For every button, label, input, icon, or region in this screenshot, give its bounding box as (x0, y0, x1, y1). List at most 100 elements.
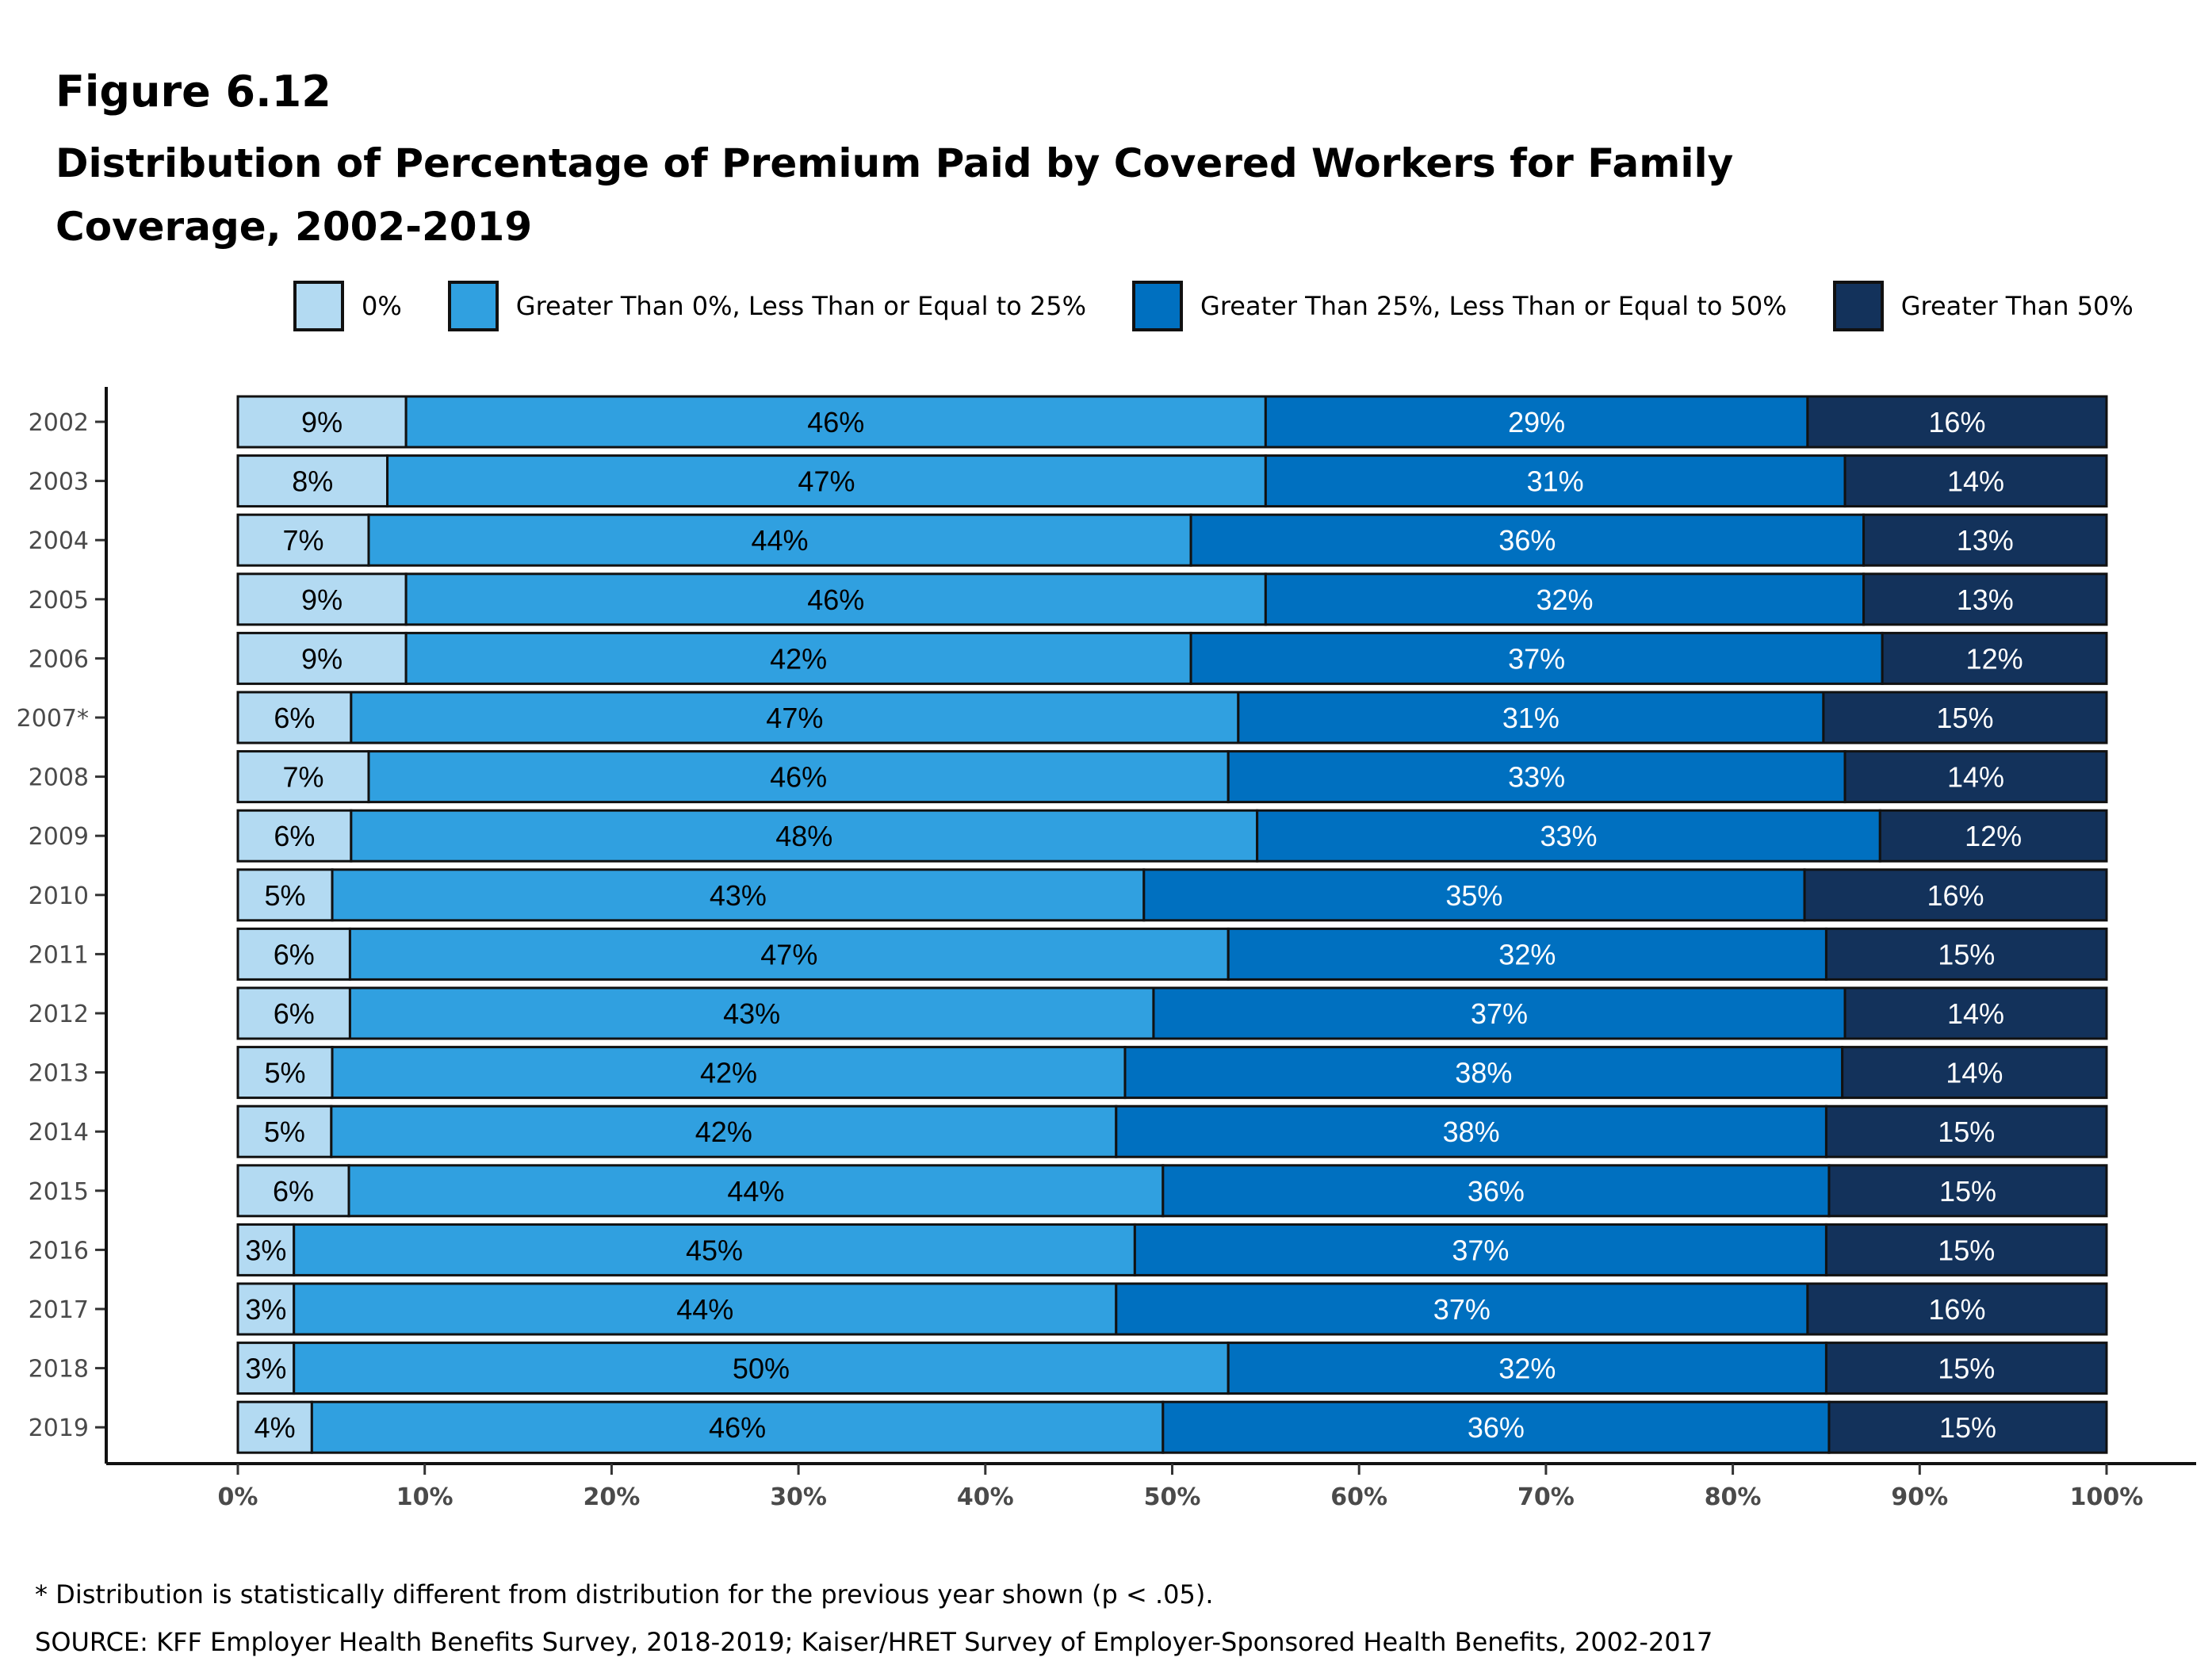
legend-swatch (1832, 281, 1884, 331)
y-tick-label: 2012 (29, 1001, 89, 1028)
bar-segment (1803, 868, 2108, 922)
bar-segment (1841, 1046, 2108, 1100)
bar-value-label: 47% (798, 465, 855, 498)
bar-value-label: 7% (282, 524, 323, 557)
bar-segment (1827, 1400, 2108, 1454)
bar-value-label: 37% (1471, 997, 1528, 1030)
x-tick-label: 80% (1705, 1483, 1762, 1511)
bar-segment (1142, 868, 1806, 922)
bar-segment (348, 927, 1230, 981)
bar-value-label: 32% (1536, 584, 1593, 616)
bar-segment (1881, 631, 2108, 685)
bar-segment (1824, 927, 2108, 981)
bar-segment (348, 986, 1155, 1040)
bar-value-label: 6% (274, 820, 315, 852)
y-tick-label: 2018 (29, 1356, 89, 1384)
y-tick-label: 2011 (29, 941, 89, 969)
bar-segment (293, 1282, 1118, 1336)
y-tick-label: 2008 (29, 764, 89, 792)
bar-value-label: 6% (273, 1175, 314, 1208)
bar-value-label: 37% (1452, 1234, 1509, 1266)
bar-value-label: 15% (1939, 1411, 1996, 1444)
figure-number: Figure 6.12 (55, 67, 331, 117)
bar-segment (1161, 1400, 1831, 1454)
bar-value-label: 36% (1468, 1411, 1525, 1444)
bar-segment (236, 927, 351, 981)
chart-title: Distribution of Percentage of Premium Pa… (55, 140, 1734, 250)
bar-segment (386, 454, 1267, 508)
bar-value-label: 33% (1540, 820, 1597, 852)
bar-value-label: 31% (1502, 702, 1559, 734)
bar-value-label: 12% (1966, 642, 2023, 675)
bar-value-label: 36% (1468, 1175, 1525, 1208)
x-tick-label: 10% (396, 1483, 453, 1511)
bar-value-label: 6% (274, 702, 315, 734)
bar-segment (347, 1164, 1165, 1218)
bar-value-label: 31% (1527, 465, 1584, 498)
bar-value-label: 35% (1445, 879, 1502, 912)
y-tick-label: 2014 (29, 1119, 89, 1146)
bar-segment (236, 631, 408, 685)
bar-value-label: 9% (301, 406, 343, 438)
x-tick-label: 50% (1144, 1483, 1201, 1511)
legend-item-25-50: Greater Than 25%, Less Than or Equal to … (1132, 281, 1787, 331)
footnote-source: SOURCE: KFF Employer Health Benefits Sur… (35, 1627, 1713, 1657)
bar-value-label: 9% (301, 642, 343, 675)
bar-value-label: 42% (700, 1057, 757, 1089)
bar-value-label: 15% (1938, 1234, 1995, 1266)
legend-swatch (293, 281, 344, 331)
x-tick-label: 30% (770, 1483, 827, 1511)
bar-segment (1843, 986, 2108, 1040)
bar-value-label: 15% (1938, 938, 1995, 970)
bar-segment (1152, 986, 1847, 1040)
bar-value-label: 4% (254, 1411, 296, 1444)
x-tick-label: 20% (583, 1483, 640, 1511)
bar-value-label: 3% (245, 1234, 286, 1266)
bar-value-label: 13% (1957, 524, 2014, 557)
bar-value-label: 6% (274, 997, 315, 1030)
bar-value-label: 15% (1938, 1116, 1995, 1148)
bar-segment (236, 1282, 296, 1336)
bar-value-label: 36% (1498, 524, 1556, 557)
bar-segment (1843, 454, 2108, 508)
legend-label: 0% (362, 291, 402, 321)
bar-value-label: 44% (751, 524, 808, 557)
bar-value-label: 43% (710, 879, 767, 912)
bar-segment (1806, 1282, 2108, 1336)
bar-value-label: 44% (727, 1175, 784, 1208)
y-tick-label: 2019 (29, 1414, 89, 1442)
bar-segment (1822, 691, 2108, 744)
legend-label: Greater Than 25%, Less Than or Equal to … (1200, 291, 1787, 321)
bar-segment (367, 513, 1192, 567)
bar-segment (1843, 750, 2108, 804)
y-tick-label: 2013 (29, 1060, 89, 1088)
y-tick-label: 2009 (29, 823, 89, 851)
bar-value-label: 44% (676, 1293, 733, 1326)
bar-segment (1827, 1164, 2108, 1218)
bar-value-label: 13% (1957, 584, 2014, 616)
y-tick-label: 2015 (29, 1178, 89, 1206)
bar-value-label: 12% (1965, 820, 2022, 852)
bar-segment (1227, 750, 1847, 804)
bar-value-label: 32% (1498, 938, 1556, 970)
bar-segment (367, 750, 1230, 804)
x-tick-label: 60% (1330, 1483, 1387, 1511)
bar-segment (236, 572, 408, 626)
bar-value-label: 38% (1443, 1116, 1500, 1148)
bar-segment (1824, 1223, 2108, 1276)
bar-segment (330, 1104, 1118, 1158)
bar-segment (236, 691, 353, 744)
x-tick-label: 70% (1517, 1483, 1575, 1511)
bar-value-label: 46% (807, 584, 864, 616)
bar-segment (1115, 1104, 1827, 1158)
bar-segment (236, 868, 334, 922)
bar-segment (1189, 513, 1866, 567)
bar-value-label: 43% (723, 997, 780, 1030)
bar-value-label: 8% (292, 465, 333, 498)
bar-segment (1133, 1223, 1827, 1276)
bar-value-label: 15% (1936, 702, 1993, 734)
bar-value-label: 32% (1498, 1353, 1556, 1385)
bar-segment (293, 1223, 1136, 1276)
legend-swatch (1132, 281, 1184, 331)
